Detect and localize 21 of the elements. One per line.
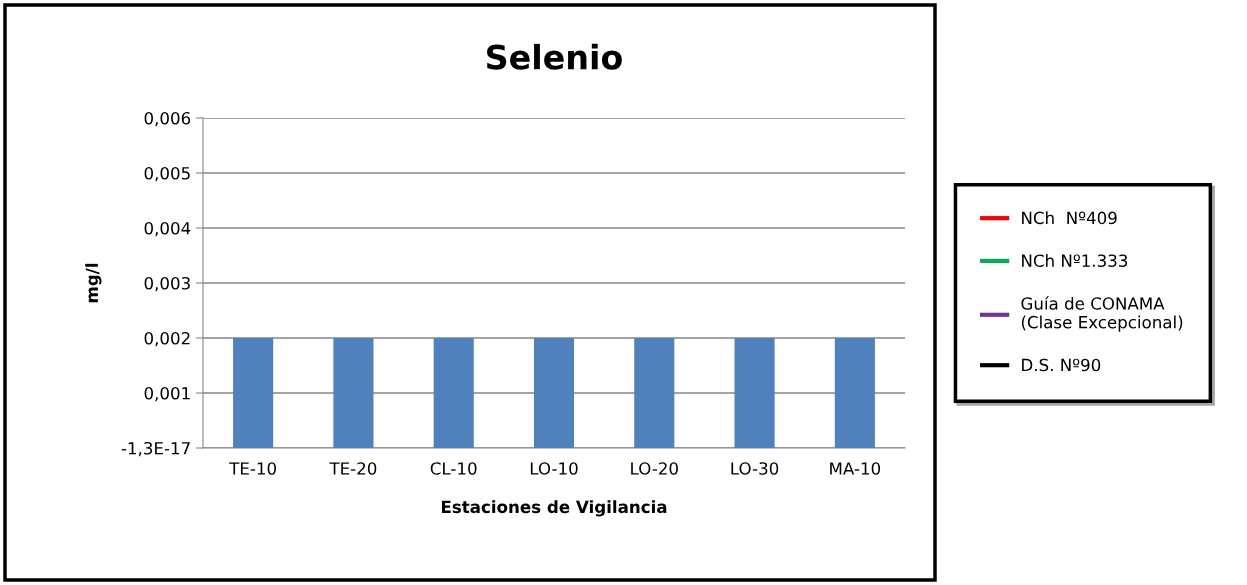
y-tick-label: -1,3E-17 <box>121 441 190 457</box>
legend-label: NCh Nº1.333 <box>1022 254 1128 268</box>
y-tick-label: 0,005 <box>144 166 190 182</box>
legend-label: D.S. Nº90 <box>1022 358 1101 372</box>
y-axis-title: mg/l <box>85 263 102 303</box>
x-tick-label: LO-30 <box>731 462 779 475</box>
x-tick-label: TE-20 <box>329 462 377 475</box>
x-tick-label: LO-20 <box>631 462 678 475</box>
y-tick-label: 0,003 <box>144 276 190 292</box>
x-axis-title: Estaciones de Vigilancia <box>441 500 667 517</box>
legend-label: NCh Nº409 <box>1022 211 1117 225</box>
x-tick-label: TE-10 <box>229 462 276 475</box>
y-tick-label: 0,001 <box>144 386 190 402</box>
y-tick-label: 0,004 <box>144 221 191 237</box>
chart-title: Selenio <box>487 43 622 70</box>
y-tick-label: 0,006 <box>144 111 191 127</box>
x-tick-label: MA-10 <box>830 462 881 475</box>
y-tick-label: 0,002 <box>144 331 190 347</box>
x-tick-label: CL-10 <box>430 462 477 475</box>
legend-label: Guía de CONAMA (Clase Excepcional) <box>1021 296 1183 332</box>
x-tick-label: LO-10 <box>530 462 578 475</box>
